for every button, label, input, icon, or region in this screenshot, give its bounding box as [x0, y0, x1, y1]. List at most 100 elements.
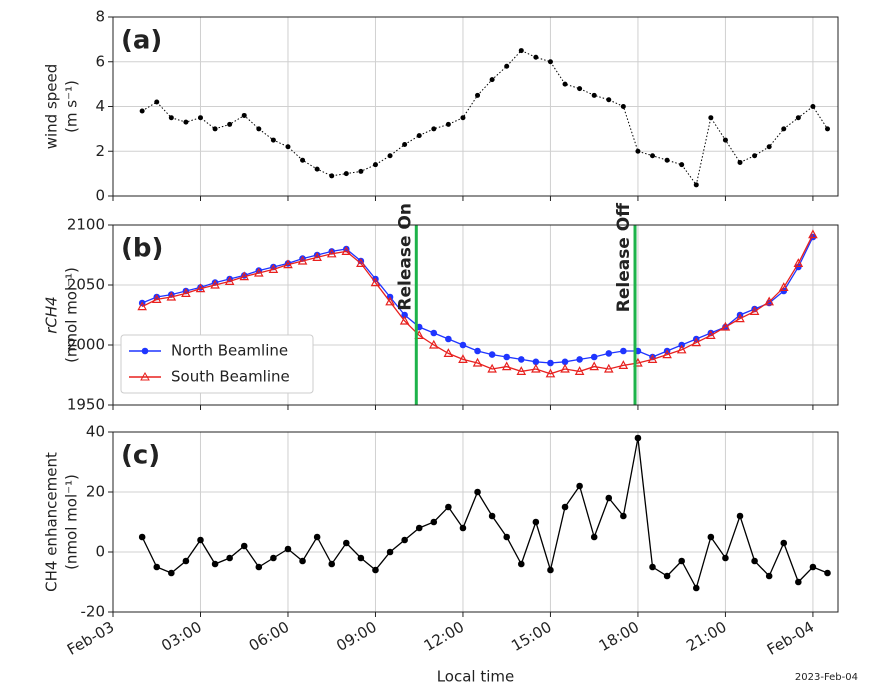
- marker: [488, 512, 496, 520]
- marker: [620, 347, 627, 355]
- annotation: Release Off: [614, 203, 634, 312]
- marker: [183, 119, 189, 125]
- marker: [401, 536, 408, 544]
- y-axis-label: (nmol mol⁻¹): [63, 474, 81, 570]
- marker: [239, 271, 250, 281]
- legend-box: [120, 334, 314, 394]
- marker: [635, 148, 641, 154]
- marker: [605, 350, 613, 357]
- marker: [590, 533, 598, 541]
- annotation: Release On: [395, 203, 415, 311]
- x-tick-label: 15:00: [508, 618, 554, 655]
- marker: [662, 349, 672, 359]
- marker: [781, 126, 787, 132]
- marker: [459, 524, 467, 532]
- marker: [168, 569, 175, 577]
- marker: [708, 115, 714, 121]
- marker: [415, 524, 423, 532]
- marker: [211, 560, 219, 568]
- marker: [428, 339, 439, 349]
- marker: [503, 353, 511, 361]
- marker: [533, 54, 539, 60]
- marker: [328, 560, 336, 568]
- marker: [386, 548, 394, 556]
- panel-label: (c): [121, 441, 160, 471]
- marker: [531, 363, 541, 373]
- marker: [808, 229, 818, 239]
- marker: [475, 92, 481, 98]
- marker: [722, 137, 728, 143]
- marker: [749, 306, 760, 315]
- marker: [372, 162, 378, 168]
- marker: [343, 539, 350, 547]
- marker: [285, 144, 291, 150]
- legend-label: South Beamline: [171, 368, 290, 386]
- marker: [561, 358, 569, 366]
- plot-layer: [139, 48, 831, 188]
- y-tick-label: 1950: [67, 396, 105, 414]
- y-tick-label: 2: [95, 142, 105, 160]
- marker: [620, 512, 627, 520]
- marker: [487, 363, 497, 373]
- marker: [517, 356, 525, 363]
- marker: [474, 488, 481, 496]
- marker: [343, 171, 349, 177]
- marker: [752, 153, 758, 159]
- marker: [707, 533, 715, 541]
- y-axis-label: rCH4: [43, 296, 61, 333]
- marker: [137, 301, 147, 311]
- marker: [560, 363, 570, 373]
- marker: [795, 578, 802, 586]
- x-tick-label: 12:00: [421, 618, 467, 655]
- legend-marker: [140, 371, 150, 381]
- marker: [810, 104, 816, 109]
- marker: [138, 533, 146, 541]
- legend-marker: [141, 347, 149, 355]
- marker: [649, 563, 656, 571]
- y-axis-label: wind speed: [43, 64, 61, 150]
- plot-frame: [112, 431, 839, 613]
- marker: [809, 563, 817, 571]
- marker: [691, 337, 702, 347]
- footer: 2023-Feb-04: [795, 672, 858, 683]
- marker: [401, 311, 408, 319]
- marker: [270, 137, 276, 143]
- y-tick-label: 0: [95, 187, 105, 205]
- marker: [620, 104, 626, 109]
- marker: [706, 330, 716, 339]
- marker: [474, 347, 481, 355]
- marker: [793, 258, 804, 267]
- marker: [299, 557, 306, 565]
- marker: [313, 533, 321, 541]
- marker: [241, 112, 247, 118]
- marker: [445, 121, 451, 127]
- marker: [576, 356, 583, 363]
- marker: [256, 126, 262, 132]
- marker: [472, 357, 483, 367]
- marker: [460, 115, 466, 121]
- y-tick-label: 0: [95, 543, 105, 561]
- plot-background: [113, 432, 838, 612]
- marker: [737, 159, 743, 165]
- marker: [518, 48, 524, 54]
- marker: [182, 557, 190, 565]
- series-line: [141, 49, 828, 187]
- x-tick-label: Feb-03: [64, 618, 117, 659]
- x-tick-label: Feb-04: [764, 618, 817, 659]
- marker: [357, 554, 365, 562]
- x-tick-label: 03:00: [158, 618, 204, 655]
- y-tick-label: 20: [86, 483, 105, 501]
- x-tick-label: 09:00: [333, 618, 379, 655]
- marker: [341, 246, 352, 255]
- y-axis-label: (nmol mol⁻¹): [63, 267, 81, 363]
- marker: [504, 63, 510, 69]
- marker: [358, 168, 364, 174]
- marker: [488, 351, 496, 358]
- y-tick-label: -20: [81, 603, 106, 621]
- marker: [240, 542, 248, 550]
- marker: [300, 157, 306, 163]
- legend-label: North Beamline: [171, 342, 288, 360]
- y-tick-label: 40: [86, 423, 105, 441]
- y-tick-label: 2100: [67, 216, 105, 234]
